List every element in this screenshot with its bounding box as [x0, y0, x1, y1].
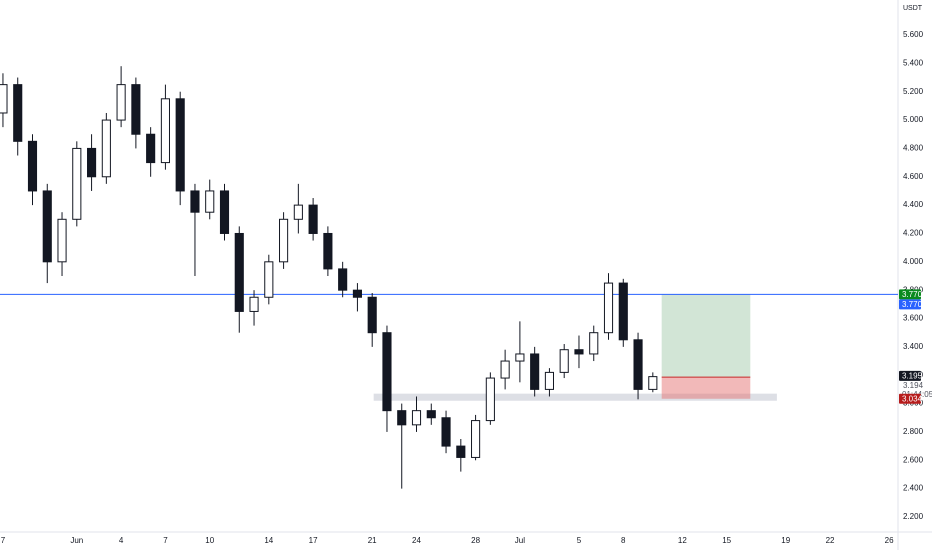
y-tick-label: 4.000 [903, 257, 924, 266]
price-tag-label: 3.770 [902, 300, 923, 309]
x-tick-label: 10 [205, 536, 214, 545]
candle-body [338, 268, 348, 291]
y-tick-label: 4.600 [903, 172, 924, 181]
x-tick-label: 5 [577, 536, 582, 545]
candle-body [175, 98, 185, 192]
y-tick-label: 3.600 [903, 314, 924, 323]
candle-body [205, 190, 215, 213]
support-zone [373, 393, 777, 401]
candle-body [27, 140, 38, 192]
x-tick-label: 26 [885, 536, 894, 545]
candle-body [0, 84, 8, 114]
x-tick-label: 17 [309, 536, 318, 545]
x-tick-label: 21 [368, 536, 377, 545]
x-tick-label: 15 [722, 536, 731, 545]
candle-body [485, 377, 495, 422]
price-tag [899, 393, 921, 404]
candle-body [293, 204, 303, 220]
candle-body [618, 282, 628, 341]
x-tick-label: 22 [826, 536, 835, 545]
y-tick-label: 2.200 [903, 512, 924, 521]
y-tick-label: 5.600 [903, 30, 924, 39]
candle-body [116, 84, 126, 121]
candle-body [515, 353, 525, 362]
candle-body [544, 371, 554, 390]
candle-body [308, 204, 318, 234]
candle-body [426, 410, 436, 419]
candle-body [648, 376, 658, 390]
candle-body [219, 190, 230, 234]
candle-body [72, 147, 82, 220]
candle-body [146, 133, 156, 164]
y-tick-label: 5.400 [903, 58, 924, 67]
x-tick-label: 7 [163, 536, 168, 545]
candle-body [352, 289, 362, 298]
x-tick-label: 24 [412, 536, 421, 545]
y-tick-label: 2.400 [903, 484, 924, 493]
candle-body [559, 349, 569, 373]
candle-body [500, 360, 510, 379]
candle-body [456, 445, 466, 458]
loss-zone [661, 377, 751, 399]
candle-body [190, 190, 200, 213]
x-tick-label: Jul [515, 536, 525, 545]
y-tick-label: 2.800 [903, 427, 924, 436]
candle-body [323, 232, 333, 270]
candle-body [160, 98, 170, 164]
x-tick-label: 8 [621, 536, 626, 545]
price-tag-label: 3.195 [902, 372, 923, 381]
candle-body [57, 218, 67, 263]
candle-body [101, 119, 111, 178]
profit-zone [661, 294, 751, 378]
price-tag [899, 289, 921, 300]
candle-body [42, 190, 52, 263]
currency-label: USDT [903, 5, 923, 12]
candle-body [589, 332, 599, 355]
candle-body [441, 417, 451, 447]
y-tick-label: 3.400 [903, 342, 924, 351]
y-tick-label: 4.200 [903, 229, 924, 238]
y-tick-label: 4.800 [903, 144, 924, 153]
candle-body [633, 339, 643, 390]
candle-body [249, 296, 259, 312]
price-tag-label: 3.770 [902, 290, 923, 299]
x-tick-label: 7 [1, 536, 6, 545]
candle-body [574, 349, 584, 355]
candle-body [234, 232, 244, 312]
price-tag-label: 3.034 [902, 394, 923, 403]
x-tick-label: Jun [70, 536, 83, 545]
x-tick-label: 19 [781, 536, 790, 545]
candle-body [411, 410, 422, 426]
candle-body [530, 353, 540, 390]
x-tick-label: 14 [264, 536, 273, 545]
y-tick-label: 5.200 [903, 87, 924, 96]
candle-body [264, 261, 274, 298]
x-tick-label: 28 [471, 536, 480, 545]
price-tag [899, 370, 921, 381]
y-tick-label: 2.600 [903, 455, 924, 464]
last-price: 3.194 [903, 381, 924, 390]
price-tag [899, 299, 921, 310]
y-tick-label: 4.400 [903, 200, 924, 209]
candle-body [471, 420, 481, 458]
candle-body [13, 84, 23, 142]
y-tick-label: 5.000 [903, 115, 924, 124]
x-tick-label: 12 [678, 536, 687, 545]
candle-body [397, 410, 407, 426]
candle-body [603, 282, 614, 334]
candle-body [87, 147, 97, 178]
candle-body [367, 296, 377, 334]
candle-body [131, 84, 141, 135]
x-tick-label: 4 [119, 536, 124, 545]
candle-body [279, 218, 289, 263]
candle-body [382, 332, 392, 412]
